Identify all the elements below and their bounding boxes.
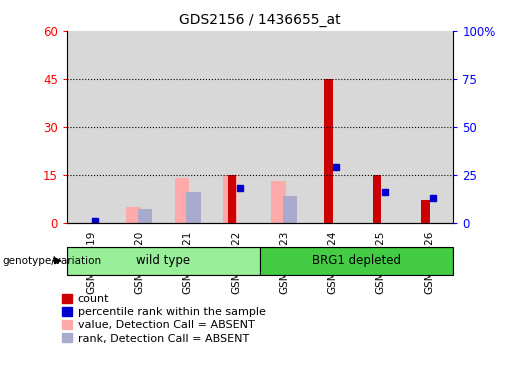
Bar (67, 31, 115, 223)
Bar (271, 181, 286, 223)
Bar (421, 200, 430, 223)
Bar (283, 196, 297, 223)
Bar (163, 31, 212, 223)
Title: GDS2156 / 1436655_at: GDS2156 / 1436655_at (179, 13, 341, 27)
Bar (186, 192, 201, 223)
Bar (228, 175, 236, 223)
Bar (126, 207, 141, 223)
Text: genotype/variation: genotype/variation (3, 256, 101, 266)
Bar (260, 31, 308, 223)
Bar (67, 247, 260, 275)
Text: BRG1 depleted: BRG1 depleted (312, 254, 401, 267)
Bar (223, 175, 237, 223)
Bar (138, 209, 152, 223)
Bar (260, 247, 453, 275)
Bar (115, 31, 163, 223)
Bar (308, 31, 356, 223)
Bar (324, 79, 333, 223)
Legend: count, percentile rank within the sample, value, Detection Call = ABSENT, rank, : count, percentile rank within the sample… (62, 293, 266, 344)
Bar (212, 31, 260, 223)
Bar (372, 175, 381, 223)
Bar (405, 31, 453, 223)
Text: wild type: wild type (136, 254, 191, 267)
Bar (175, 178, 189, 223)
Bar (356, 31, 405, 223)
